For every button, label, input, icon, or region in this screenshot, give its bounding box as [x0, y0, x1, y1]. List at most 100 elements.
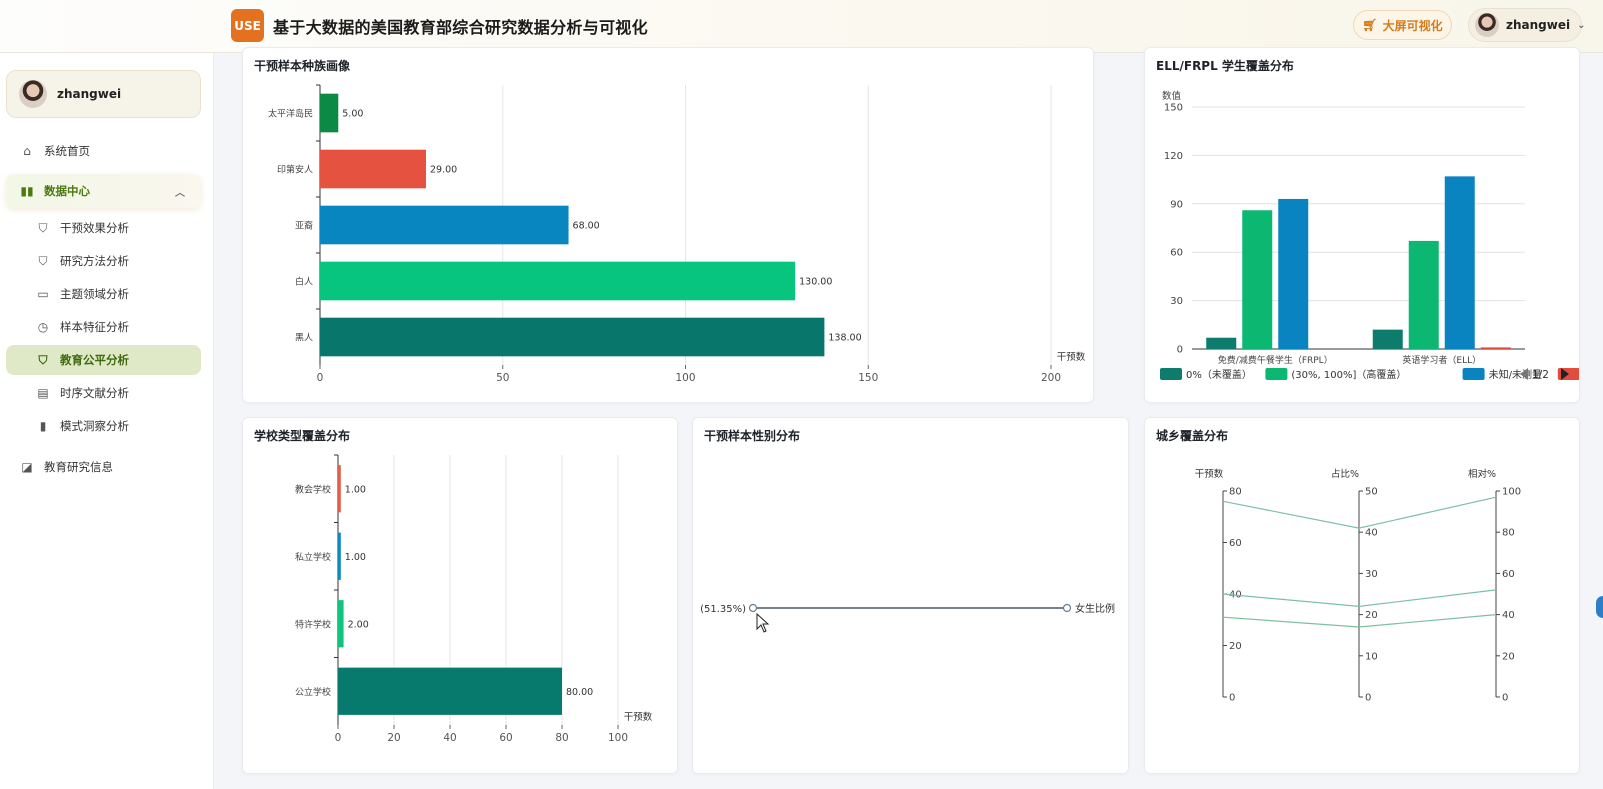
bar	[338, 667, 562, 715]
parallel-line	[1222, 614, 1497, 628]
card-title: 学校类型覆盖分布	[254, 429, 351, 443]
calendar-icon: ▤	[37, 386, 49, 400]
card-title: 干预样本性别分布	[704, 429, 801, 443]
bigscreen-button[interactable]: 🛒︎ 大屏可视化	[1353, 10, 1452, 40]
school-chart-card: 学校类型覆盖分布 0 20 40 60 80 100 干预数 教会学校 1.00 私立学校 1.00…	[242, 417, 678, 774]
y-tick-label: 30	[1170, 296, 1183, 307]
data-point	[1062, 603, 1072, 613]
y-tick-label: 教会学校	[295, 483, 331, 495]
school-bar-chart: 0 20 40 60 80 100 干预数 教会学校 1.00 私立学校 1.00 特许学校 2.00 公…	[295, 454, 653, 744]
point-label: 女生比例	[1075, 602, 1115, 615]
y-tick-label: 0	[1177, 345, 1183, 356]
axis-tick-label: 20	[1365, 610, 1378, 621]
x-tick-label: 40	[443, 732, 456, 744]
urban-chart-card: 城乡覆盖分布 干预数 0 20 40 60 80 占比% 0 10 20 30 40 50 相对% 0 20 4…	[1144, 417, 1580, 774]
bar-value-label: 80.00	[566, 687, 593, 698]
bigscreen-label: 大屏可视化	[1382, 18, 1443, 33]
legend-label: 未知/未测量	[1489, 368, 1542, 381]
y-axis-label: 数值	[1162, 90, 1182, 102]
y-tick-label: 私立学校	[295, 551, 331, 563]
axis-tick-label: 40	[1502, 610, 1515, 621]
sidebar-item-education-equity[interactable]: ⛉ 教育公平分析	[6, 345, 201, 375]
legend-next-icon	[1561, 368, 1569, 380]
axis-tick-label: 20	[1502, 651, 1515, 662]
avatar	[19, 80, 47, 108]
parallel-line	[1222, 496, 1497, 529]
axis-tick-label: 80	[1229, 487, 1242, 498]
y-tick-label: 特许学校	[295, 618, 331, 630]
cart-icon: ⛉	[38, 220, 48, 235]
x-tick-label: 免费/减费午餐学生（FRPL）	[1218, 354, 1333, 366]
legend-label: 0%（未覆盖）	[1186, 368, 1252, 381]
bar-value-label: 1.00	[345, 552, 366, 563]
sidebar-user-card[interactable]: zhangwei	[6, 70, 201, 118]
cart-icon: ⛉	[38, 352, 48, 367]
axis-tick-label: 60	[1229, 538, 1242, 549]
sidebar-item-home[interactable]: ⌂ 系统首页	[6, 135, 201, 167]
bar	[1444, 176, 1475, 349]
sidebar-item-label: 教育公平分析	[60, 353, 129, 367]
sidebar-group-data-center[interactable]: ▮▮ 数据中心 ︿	[6, 174, 201, 208]
y-tick-label: 120	[1164, 151, 1183, 162]
mouse-cursor-icon	[756, 612, 770, 633]
bar	[338, 600, 344, 648]
chevron-down-icon: ⌄	[1577, 19, 1586, 31]
floating-scroll-handle[interactable]	[1596, 596, 1603, 618]
axis-tick-label: 10	[1365, 651, 1378, 662]
sidebar-item-label: 系统首页	[44, 144, 90, 158]
sidebar-username: zhangwei	[57, 87, 122, 101]
bar-chart-icon: ▮▮	[20, 184, 34, 198]
axis-name: 占比%	[1331, 468, 1359, 480]
bar	[1206, 337, 1237, 349]
bar	[1480, 347, 1511, 349]
sidebar-item-research-method[interactable]: ⛉ 研究方法分析	[6, 246, 201, 276]
legend-swatch	[1265, 368, 1288, 380]
sidebar-item-sample-features[interactable]: ◷ 样本特征分析	[6, 312, 201, 342]
gender-chart-card: 干预样本性别分布 (51.35%) 女生比例	[692, 417, 1129, 774]
x-tick-label: 20	[387, 732, 400, 744]
trend-icon: ◪	[21, 460, 33, 474]
bar	[1372, 329, 1403, 349]
x-axis-label: 干预数	[1057, 351, 1086, 363]
avatar	[1475, 13, 1499, 37]
x-tick-label: 100	[675, 372, 695, 384]
axis-tick-label: 20	[1229, 641, 1242, 652]
bar-value-label: 68.00	[573, 221, 600, 232]
sidebar-item-topic-area[interactable]: ▭ 主题领域分析	[6, 279, 201, 309]
app-logo[interactable]: USE	[231, 9, 264, 42]
sidebar-item-pattern-insight[interactable]: ▮ 模式洞察分析	[6, 411, 201, 441]
card-title: ELL/FRPL 学生覆盖分布	[1156, 59, 1294, 73]
gender-line-chart: (51.35%) 女生比例	[700, 602, 1115, 633]
sidebar-item-label: 干预效果分析	[60, 221, 129, 235]
y-tick-label: 90	[1170, 199, 1183, 210]
x-tick-label: 50	[496, 372, 509, 384]
x-tick-label: 80	[555, 732, 568, 744]
axis-tick-label: 0	[1365, 693, 1371, 704]
legend-page-label: 1/2	[1532, 369, 1549, 381]
bar-value-label: 29.00	[430, 165, 457, 176]
bar-value-label: 138.00	[828, 333, 861, 344]
x-tick-label: 0	[335, 732, 342, 744]
ell-chart-card: ELL/FRPL 学生覆盖分布 数值 0 30 60 90 120 150 免费/减费午餐学生…	[1144, 47, 1580, 403]
y-tick-label: 白人	[295, 276, 313, 288]
race-chart-card: 干预样本种族画像 0 50 100 150 200 干预数 太平洋岛民 5.00 印第安人 29.…	[242, 47, 1094, 403]
y-tick-label: 印第安人	[277, 164, 313, 176]
sidebar-item-research-info[interactable]: ◪ 教育研究信息	[6, 451, 201, 483]
bar	[1278, 198, 1309, 349]
box-icon: ▭	[37, 287, 49, 301]
user-menu[interactable]: zhangwei ⌄	[1468, 8, 1586, 42]
app-title: 基于大数据的美国教育部综合研究数据分析与可视化	[273, 18, 648, 37]
axis-tick-label: 100	[1502, 487, 1521, 498]
sidebar-item-timeline-literature[interactable]: ▤ 时序文献分析	[6, 378, 201, 408]
axis-tick-label: 60	[1502, 569, 1515, 580]
legend-prev-icon	[1520, 368, 1528, 380]
y-tick-label: 公立学校	[295, 686, 331, 698]
sidebar-item-label: 时序文献分析	[60, 386, 129, 400]
bar	[320, 317, 825, 357]
x-tick-label: 英语学习者（ELL）	[1402, 354, 1481, 366]
axis-tick-label: 30	[1365, 569, 1378, 580]
sidebar-item-label: 主题领域分析	[60, 287, 129, 301]
y-tick-label: 亚裔	[295, 220, 313, 232]
axis-name: 相对%	[1468, 468, 1496, 480]
sidebar-item-intervention-effect[interactable]: ⛉ 干预效果分析	[6, 213, 201, 243]
